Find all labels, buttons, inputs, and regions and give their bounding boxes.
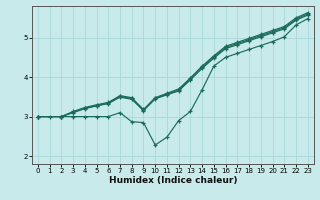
X-axis label: Humidex (Indice chaleur): Humidex (Indice chaleur) [108, 176, 237, 185]
